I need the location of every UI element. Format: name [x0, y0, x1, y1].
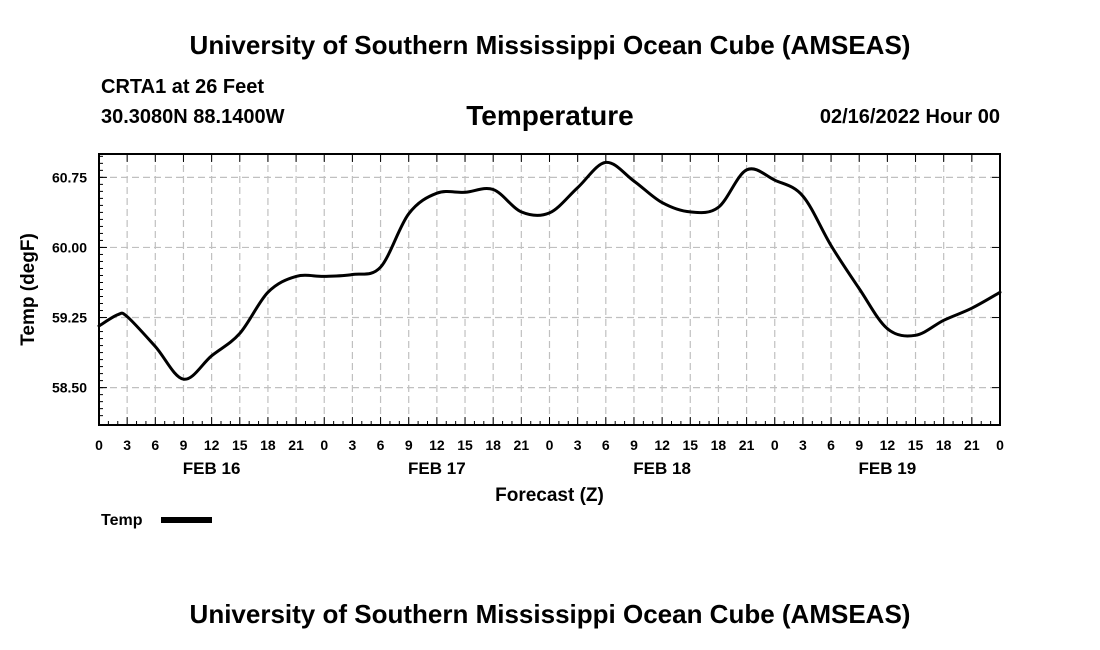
x-tick-label: 0: [546, 437, 554, 453]
x-tick-label: 6: [602, 437, 610, 453]
x-tick-label: 18: [485, 437, 501, 453]
x-tick-label: 15: [908, 437, 924, 453]
x-tick-label: 15: [682, 437, 698, 453]
x-tick-label: 21: [514, 437, 530, 453]
x-tick-label: 3: [799, 437, 807, 453]
plot-frame: [98, 153, 1001, 426]
day-label: FEB 19: [859, 459, 917, 478]
x-tick-label: 18: [711, 437, 727, 453]
x-tick-label: 9: [630, 437, 638, 453]
footer-title: University of Southern Mississippi Ocean…: [189, 599, 911, 629]
x-tick-label: 9: [855, 437, 863, 453]
x-tick-label: 15: [232, 437, 248, 453]
y-tick-label: 58.50: [52, 380, 87, 396]
x-tick-label: 21: [964, 437, 980, 453]
y-axis-title: Temp (degF): [18, 233, 39, 346]
day-label: FEB 16: [183, 459, 241, 478]
x-tick-label: 6: [827, 437, 835, 453]
x-tick-label: 18: [936, 437, 952, 453]
x-tick-label: 0: [95, 437, 103, 453]
x-tick-label: 0: [996, 437, 1004, 453]
x-tick-label: 15: [457, 437, 473, 453]
station-label: CRTA1 at 26 Feet: [101, 76, 265, 98]
y-tick-label: 60.75: [52, 169, 87, 185]
x-tick-label: 6: [151, 437, 159, 453]
x-tick-label: 21: [288, 437, 304, 453]
x-tick-label: 21: [739, 437, 755, 453]
x-tick-label: 3: [349, 437, 357, 453]
day-label: FEB 18: [633, 459, 691, 478]
x-tick-label: 9: [180, 437, 188, 453]
y-tick-label: 60.00: [52, 239, 87, 255]
x-tick-label: 3: [574, 437, 582, 453]
coordinates-label: 30.3080N 88.1400W: [101, 106, 285, 128]
chart-title: Temperature: [466, 100, 634, 131]
x-tick-label: 12: [204, 437, 220, 453]
x-tick-label: 18: [260, 437, 276, 453]
x-tick-label: 12: [880, 437, 896, 453]
page-title: University of Southern Mississippi Ocean…: [189, 30, 911, 60]
x-axis-title: Forecast (Z): [495, 485, 604, 506]
x-tick-label: 0: [320, 437, 328, 453]
x-tick-label: 12: [429, 437, 445, 453]
x-tick-label: 9: [405, 437, 413, 453]
series-line-temp: [97, 160, 1002, 381]
y-tick-label: 59.25: [52, 310, 87, 326]
x-tick-label: 12: [654, 437, 670, 453]
legend-label: Temp: [101, 512, 143, 529]
day-label: FEB 17: [408, 459, 466, 478]
x-tick-label: 6: [377, 437, 385, 453]
x-tick-label: 3: [123, 437, 131, 453]
x-tick-label: 0: [771, 437, 779, 453]
forecast-datetime: 02/16/2022 Hour 00: [819, 106, 1000, 128]
